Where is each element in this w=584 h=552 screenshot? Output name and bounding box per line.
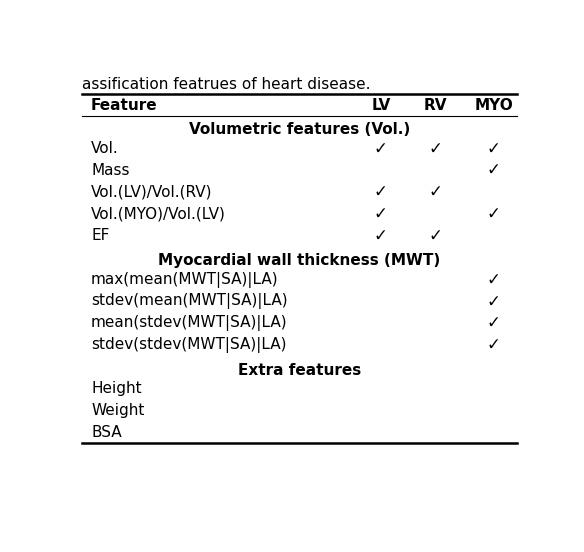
Text: ✓: ✓ (428, 183, 442, 201)
Text: ✓: ✓ (374, 227, 388, 245)
Text: assification featrues of heart disease.: assification featrues of heart disease. (82, 77, 371, 92)
Text: BSA: BSA (91, 425, 121, 440)
Text: ✓: ✓ (428, 227, 442, 245)
Text: Weight: Weight (91, 403, 144, 418)
Text: ✓: ✓ (487, 161, 501, 179)
Text: MYO: MYO (475, 98, 513, 113)
Text: Myocardial wall thickness (MWT): Myocardial wall thickness (MWT) (158, 253, 440, 268)
Text: ✓: ✓ (487, 314, 501, 332)
Text: ✓: ✓ (487, 205, 501, 223)
Text: ✓: ✓ (487, 336, 501, 354)
Text: RV: RV (423, 98, 447, 113)
Text: ✓: ✓ (374, 140, 388, 157)
Text: LV: LV (371, 98, 390, 113)
Text: max(mean(MWT|SA)|LA): max(mean(MWT|SA)|LA) (91, 272, 279, 288)
Text: ✓: ✓ (487, 140, 501, 157)
Text: stdev(stdev(MWT|SA)|LA): stdev(stdev(MWT|SA)|LA) (91, 337, 287, 353)
Text: Vol.(LV)/Vol.(RV): Vol.(LV)/Vol.(RV) (91, 185, 213, 200)
Text: Extra features: Extra features (238, 363, 361, 378)
Text: Height: Height (91, 381, 142, 396)
Text: ✓: ✓ (487, 293, 501, 310)
Text: ✓: ✓ (428, 140, 442, 157)
Text: Vol.: Vol. (91, 141, 119, 156)
Text: Feature: Feature (91, 98, 158, 113)
Text: ✓: ✓ (487, 270, 501, 289)
Text: EF: EF (91, 229, 109, 243)
Text: stdev(mean(MWT|SA)|LA): stdev(mean(MWT|SA)|LA) (91, 293, 288, 309)
Text: mean(stdev(MWT|SA)|LA): mean(stdev(MWT|SA)|LA) (91, 315, 288, 331)
Text: Mass: Mass (91, 163, 130, 178)
Text: Volumetric features (Vol.): Volumetric features (Vol.) (189, 123, 410, 137)
Text: Vol.(MYO)/Vol.(LV): Vol.(MYO)/Vol.(LV) (91, 206, 226, 221)
Text: ✓: ✓ (374, 205, 388, 223)
Text: ✓: ✓ (374, 183, 388, 201)
